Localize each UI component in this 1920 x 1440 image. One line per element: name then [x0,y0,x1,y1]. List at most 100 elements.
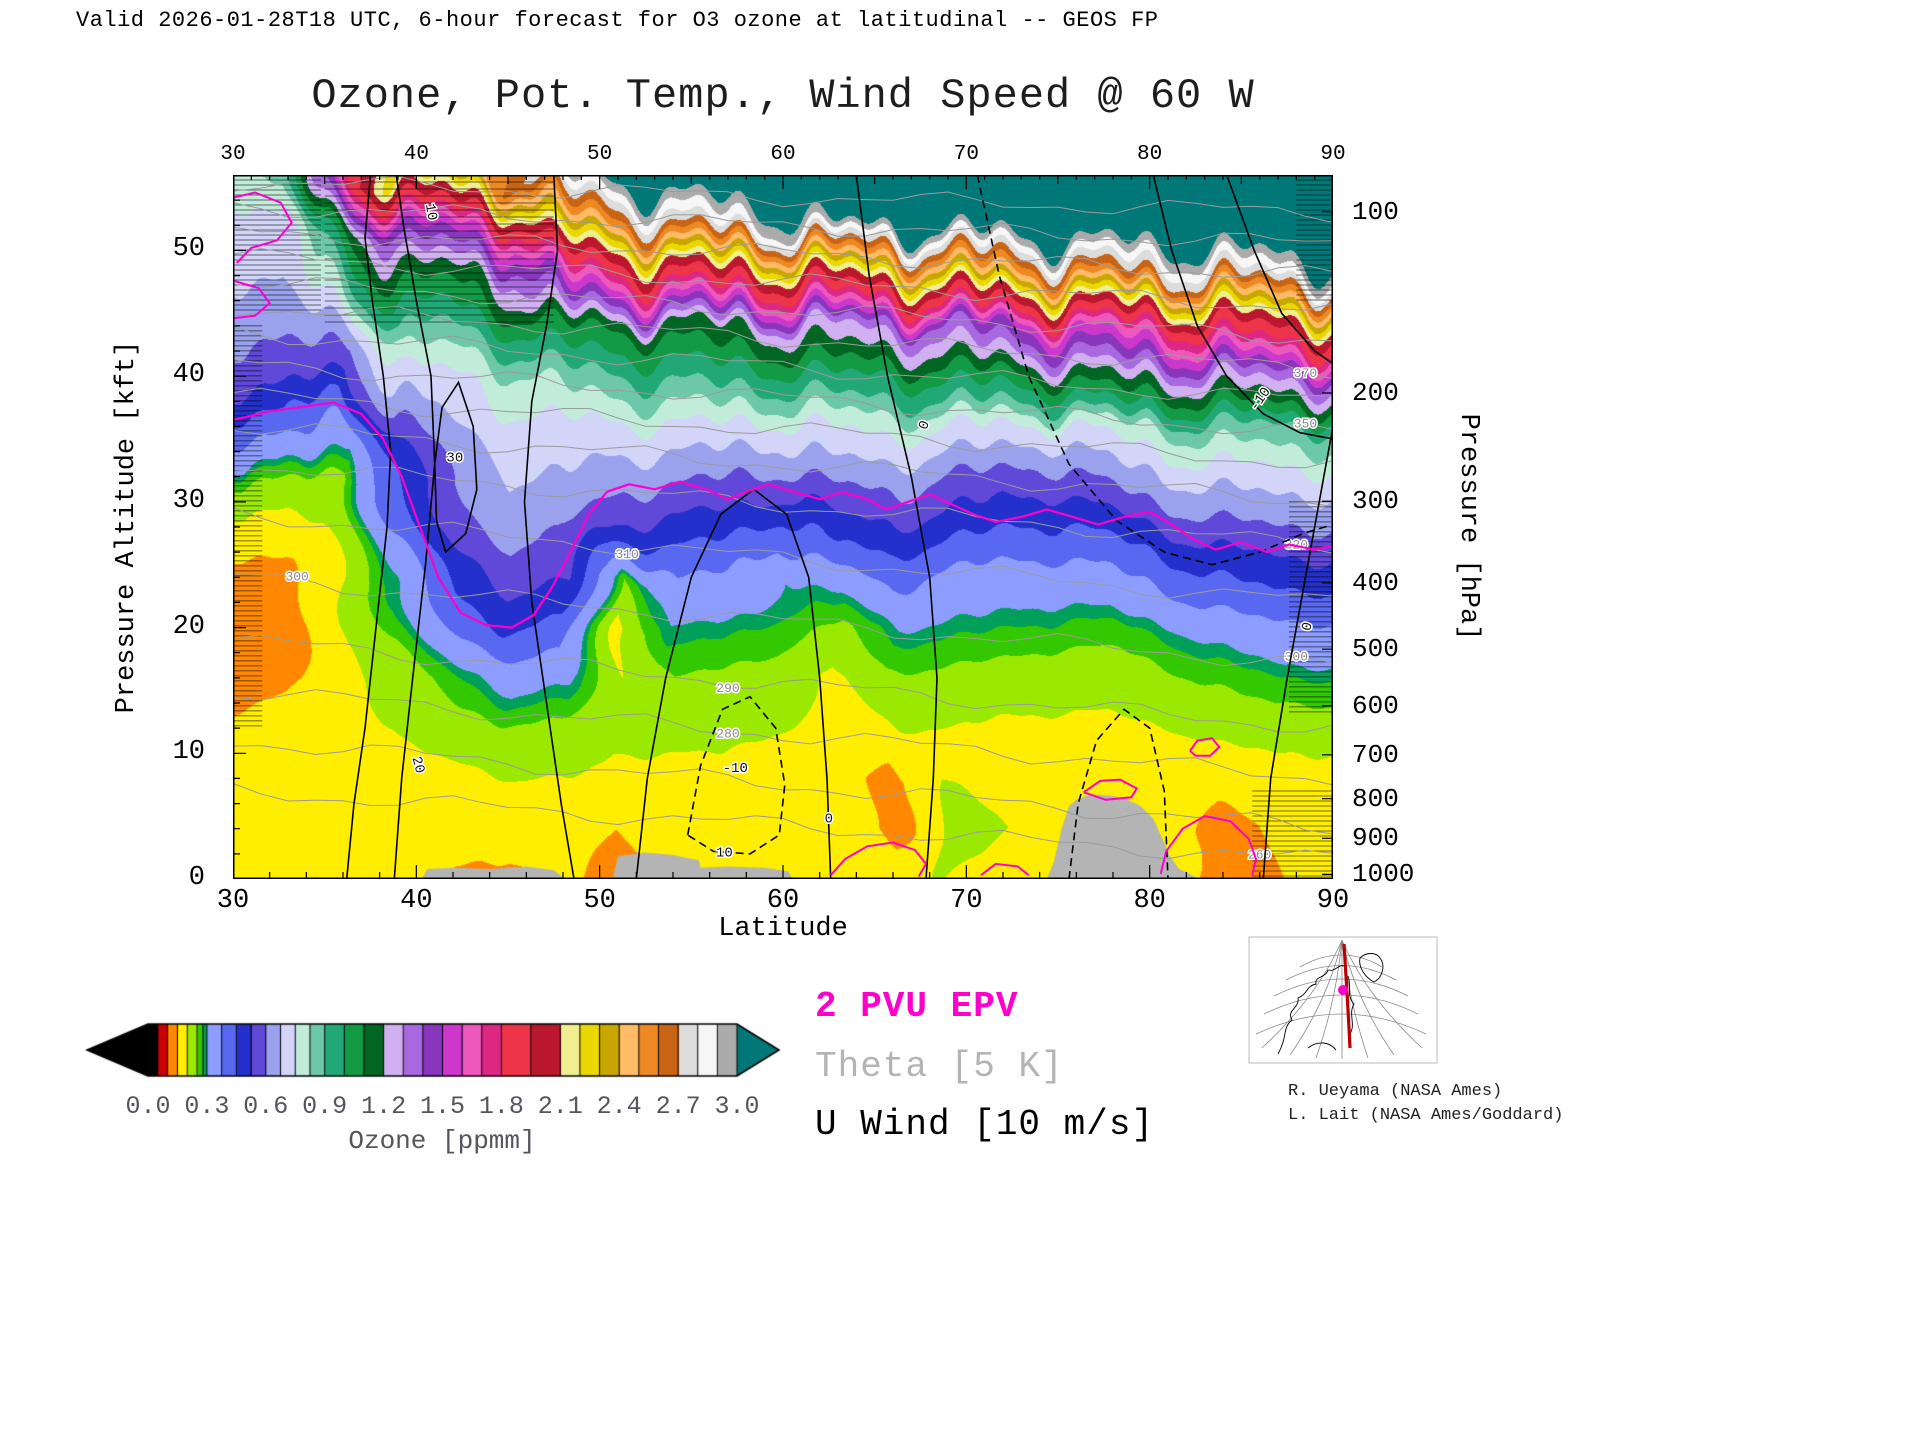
x-tick-label-bottom: 90 [1316,886,1350,916]
legend-uwind-label: U Wind [10 m/s] [815,1104,1155,1145]
hatch-region [1252,790,1333,877]
epv-contour-loop [233,279,272,320]
uwind-contour-label: 30 [446,451,463,467]
theta-contour-label: 370 [1294,366,1317,381]
uwind-contour [433,380,478,554]
colorbar-tick-label: 0.3 [184,1092,230,1121]
y-tick-label-hpa: 200 [1352,377,1399,408]
x-tick-label-bottom: 30 [216,886,250,916]
map-coastlines [1277,953,1384,1055]
theta-contour [233,387,1333,469]
uwind-contour [976,175,1333,566]
plot-border [233,175,1333,879]
y-tick-label-kft: 30 [172,485,205,516]
colorbar-tick-label: 2.4 [596,1092,642,1121]
y-axis-title-right: Pressure [hPa] [1453,413,1483,641]
theta-contour [233,226,1333,278]
x-tick-label-top: 50 [587,143,613,166]
theta-contour [233,466,1333,554]
chart-title: Ozone, Pot. Temp., Wind Speed @ 60 W [311,72,1255,120]
x-tick-label-top: 60 [770,143,796,166]
uwind-contour-label: 10 [716,845,733,861]
x-tick-label-top: 30 [220,143,246,166]
uwind-contour [1152,175,1333,440]
x-tick-label-bottom: 50 [583,886,616,916]
uwind-contour-label: -10 [1247,385,1275,415]
theta-contour-label: 260 [1248,847,1271,862]
axis-ticks [233,175,1333,879]
x-tick-label-top: 80 [1137,143,1163,166]
uwind-contour-label: 0 [825,811,833,827]
plot-area: 300 310 280 290 260 300 320 350 370 30 20 10 -10 0 0 -1… [233,175,1333,879]
colorbar-tick-label: 1.5 [419,1092,465,1121]
y-tick-label-hpa: 300 [1352,486,1399,517]
y-axis-title-left: Pressure Altitude [kft] [112,340,142,714]
theta-contour [233,306,1333,380]
y-tick-label-hpa: 600 [1352,690,1399,721]
colorbar [85,1022,785,1078]
theta-contour [233,202,1333,247]
x-tick-label-top: 70 [953,143,979,166]
theta-contour [233,423,1333,507]
theta-contour-label: 300 [1285,649,1308,664]
epv-contour-loop [1159,815,1258,876]
credit-line: R. Ueyama (NASA Ames) [1288,1082,1503,1101]
y-tick-label-hpa: 500 [1352,634,1399,665]
y-tick-label-kft: 10 [172,737,205,768]
theta-contour [233,689,1333,786]
x-tick-label-bottom: 60 [766,886,800,916]
colorbar-tick-label: 0.6 [243,1092,289,1121]
y-tick-label-hpa: 100 [1352,196,1399,227]
colorbar-tick-label: 3.0 [714,1092,760,1121]
theta-contour [233,277,1333,344]
credit-line: L. Lait (NASA Ames/Goddard) [1288,1106,1564,1125]
x-tick-label-top: 90 [1320,143,1346,166]
theta-contour-label: 280 [716,727,739,742]
map-graticule [1255,939,1427,1059]
uwind-contour [523,175,575,879]
x-tick-label-bottom: 40 [400,886,433,916]
colorbar-tick-label: 1.8 [478,1092,524,1121]
colorbar-tick-label: 2.7 [655,1092,701,1121]
y-tick-label-kft: 50 [172,234,205,265]
epv-contour-loop [233,191,293,264]
y-tick-label-kft: 20 [172,611,205,642]
epv-contour-loop [829,841,928,878]
y-tick-label-kft: 40 [172,360,205,391]
x-axis-title: Latitude [718,914,848,944]
hatch-region [1296,175,1333,301]
epv-contour-loop [1083,778,1139,801]
contour-overlay-svg: 300310280290260300320350370302010-1000-1… [233,175,1333,879]
theta-contour [233,359,1333,435]
y-tick-label-hpa: 800 [1352,783,1399,814]
uwind-contour-label: 0 [1299,621,1317,633]
y-tick-label-hpa: 900 [1352,823,1399,854]
theta-contour [233,744,1333,835]
uwind-contour-label: 0 [916,419,934,432]
theta-contour [233,634,1333,733]
uwind-contour [345,175,392,879]
uwind-contour [1225,175,1333,365]
y-tick-label-hpa: 400 [1352,567,1399,598]
theta-contour [233,248,1333,311]
colorbar-title: Ozone [ppmm] [348,1126,536,1156]
y-tick-label-hpa: 700 [1352,739,1399,770]
theta-contour [233,326,1333,400]
legend-epv-label: 2 PVU EPV [815,986,1019,1027]
hatch-region [233,175,321,311]
epv-contour-loop [1189,737,1221,757]
colorbar-tick-label: 0.0 [125,1092,171,1121]
uwind-contour [855,175,938,879]
x-tick-label-top: 40 [403,143,429,166]
theta-contour-label: 290 [716,681,739,696]
theta-contour-label: 350 [1294,417,1317,432]
legend-theta-label: Theta [5 K] [815,1046,1064,1087]
y-tick-label-hpa: 1000 [1352,859,1415,890]
theta-contour-label: 300 [285,570,308,585]
y-tick-label-kft: 0 [188,863,205,893]
uwind-contour [1068,708,1169,879]
epv-contour-loop [980,862,1030,876]
hatch-region [233,325,263,727]
x-tick-label-bottom: 80 [1133,886,1166,916]
theta-contour [233,574,1333,667]
